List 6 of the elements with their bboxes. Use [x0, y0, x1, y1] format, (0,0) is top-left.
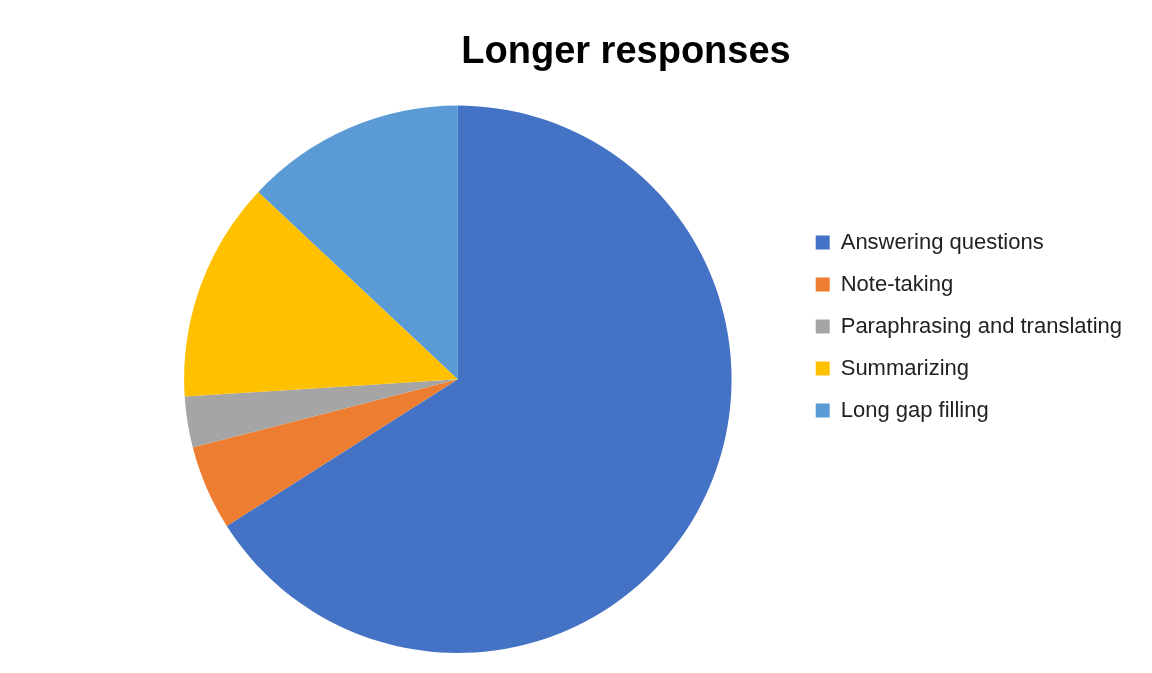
legend-label: Note-taking [840, 270, 954, 296]
legend-label: Answering questions [840, 228, 1044, 254]
legend-label: Long gap filling [840, 396, 989, 422]
legend-label: Paraphrasing and translating [840, 312, 1122, 338]
chart-title: Longer responses [461, 29, 791, 72]
legend-label: Summarizing [840, 354, 970, 380]
